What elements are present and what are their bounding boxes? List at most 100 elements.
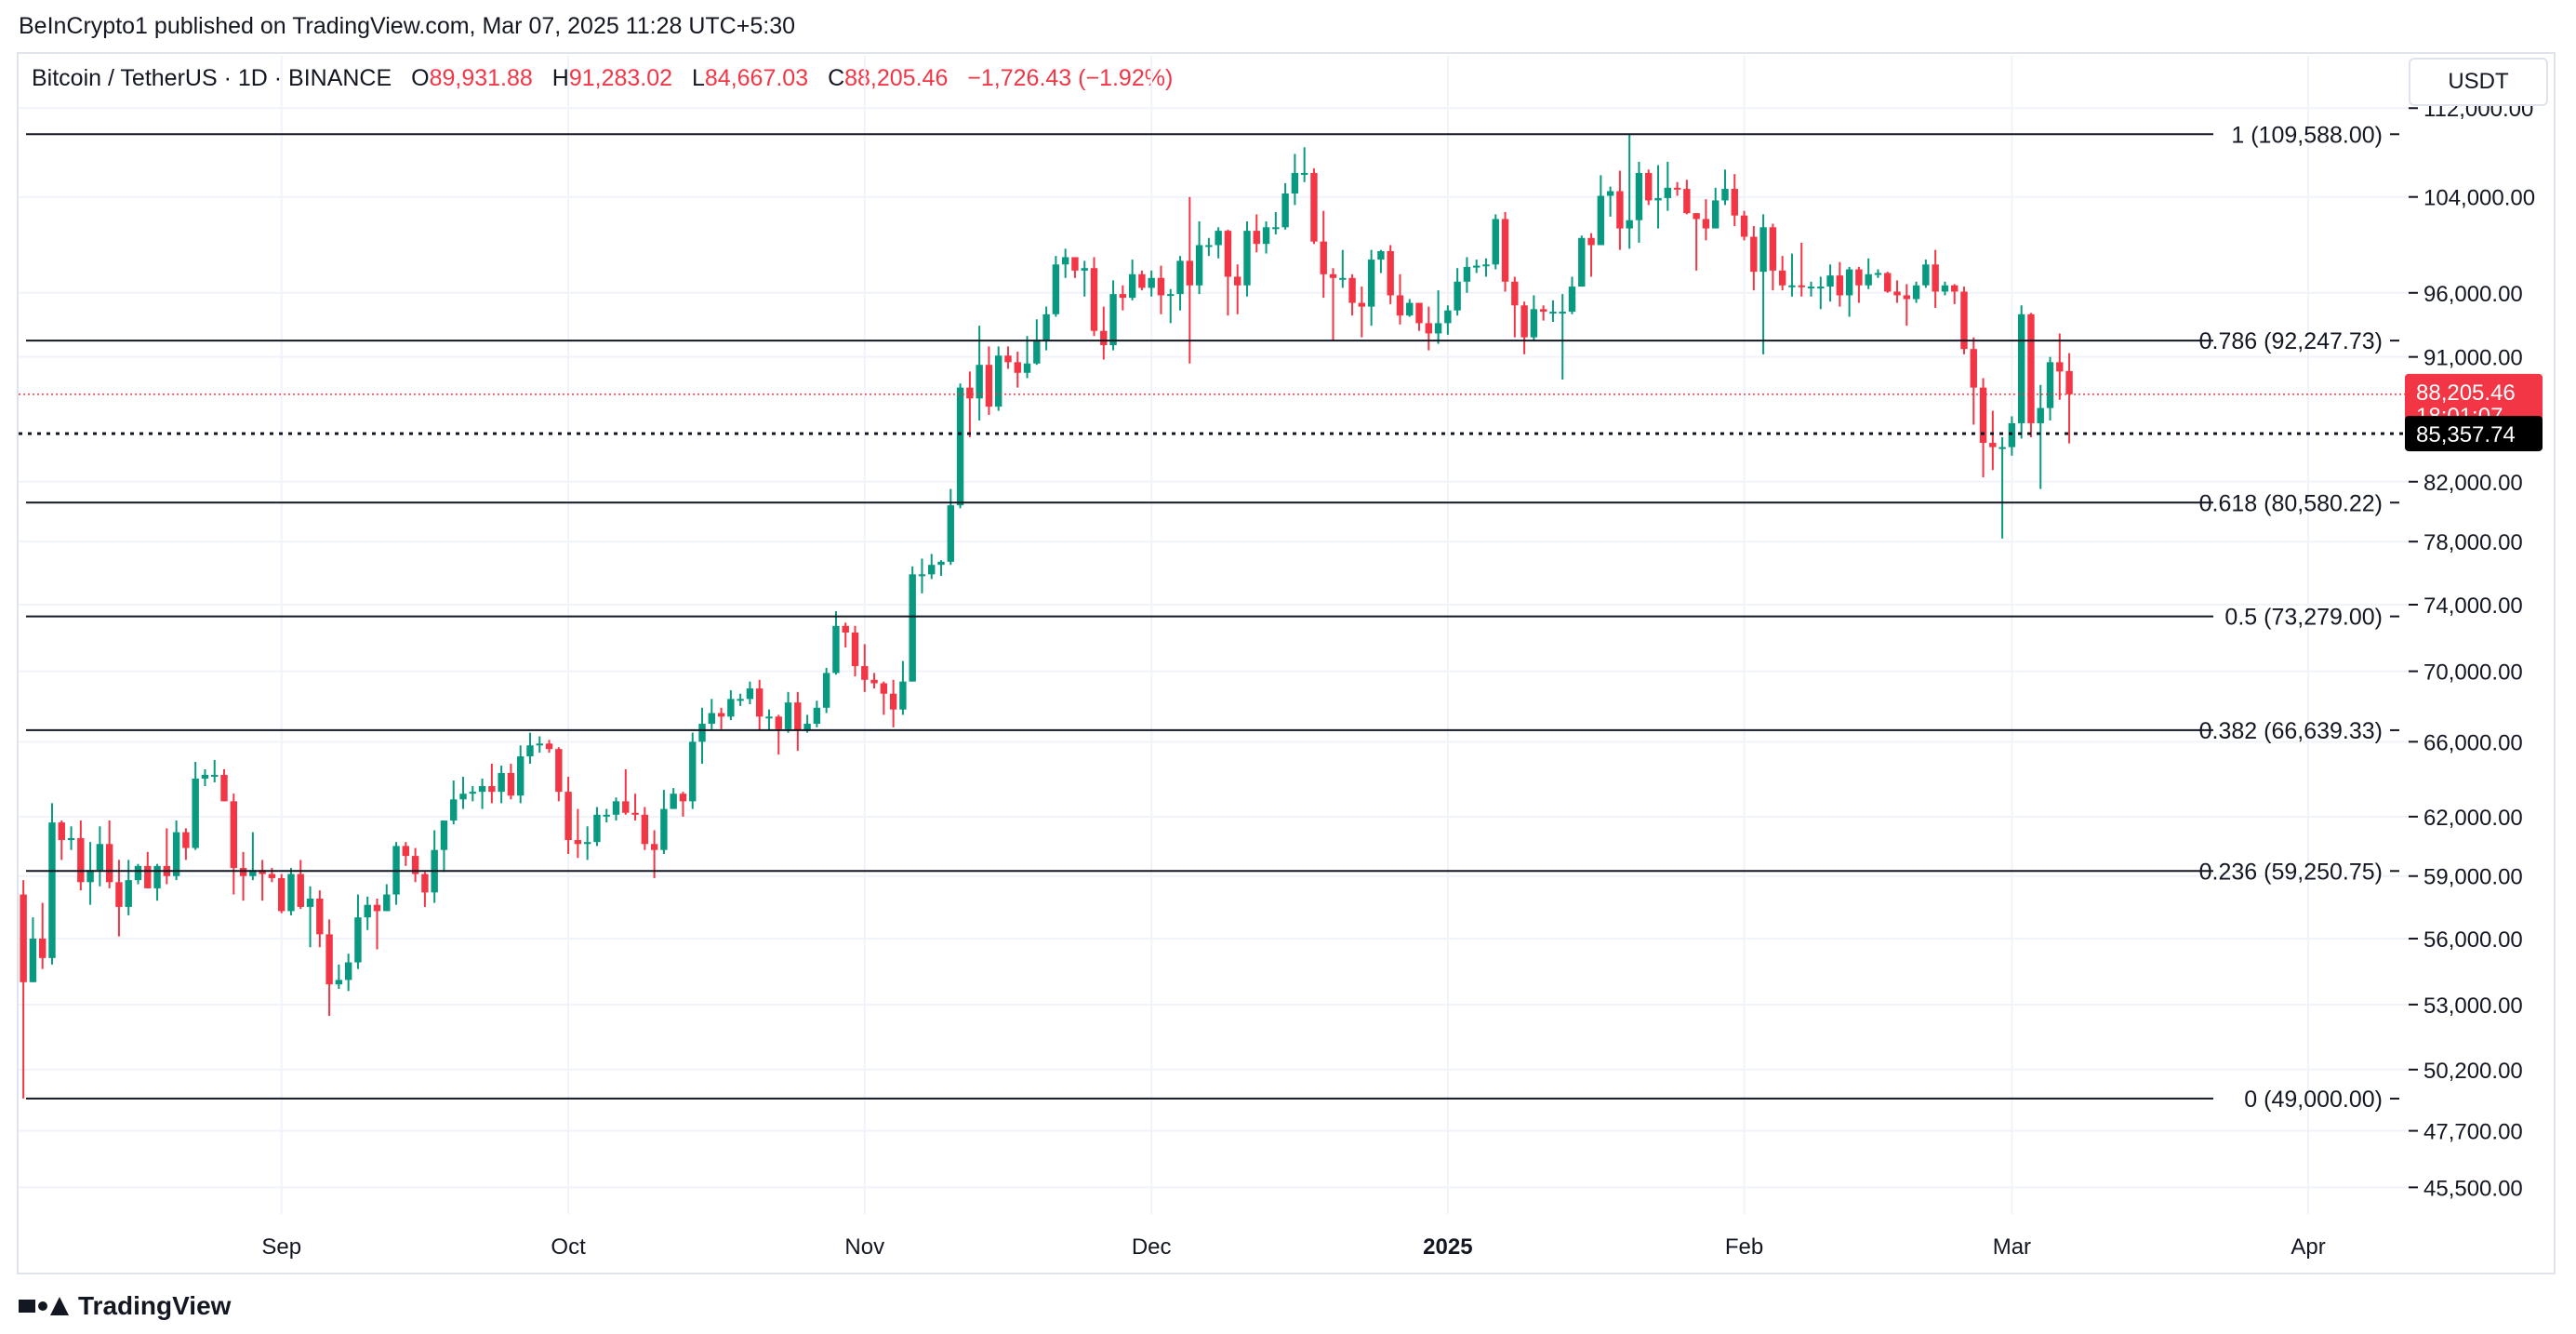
- crosshair-price-label: 85,357.74: [2416, 422, 2516, 447]
- candle-down: [1979, 387, 1987, 444]
- candle-up: [450, 799, 458, 821]
- candle-up: [516, 756, 524, 796]
- price-axis[interactable]: 112,000.00104,000.0096,000.0091,000.0082…: [2409, 97, 2535, 1201]
- candle-up: [593, 814, 601, 843]
- candle-up: [947, 505, 955, 562]
- candle-down: [1702, 219, 1710, 229]
- publisher-line: BeInCrypto1 published on TradingView.com…: [19, 13, 795, 39]
- candle-down: [1836, 275, 1844, 296]
- candle-down: [105, 844, 113, 883]
- candle-up: [956, 387, 964, 506]
- candle-down: [574, 840, 582, 845]
- candle-up: [1492, 219, 1499, 265]
- candle-down: [1740, 215, 1748, 237]
- tradingview-logo-icon: [19, 1297, 69, 1315]
- candle-down: [1233, 276, 1242, 286]
- candle-down: [1329, 273, 1337, 278]
- candle-down: [1950, 285, 1959, 292]
- tradingview-brand[interactable]: TradingView: [19, 1291, 231, 1321]
- candle-down: [2056, 362, 2064, 372]
- y-tick-label: 53,000.00: [2423, 994, 2523, 1019]
- candle-down: [564, 792, 572, 841]
- candle-up: [1711, 200, 1720, 229]
- candle-up: [201, 774, 209, 779]
- close-value: 88,205.46: [844, 65, 949, 91]
- candle-down: [421, 874, 429, 893]
- candle-down: [545, 743, 553, 750]
- candle-up: [1817, 287, 1825, 289]
- candle-down: [1731, 189, 1738, 216]
- candle-down: [1157, 277, 1165, 296]
- candle-down: [325, 934, 333, 985]
- time-axis[interactable]: Sep Oct Nov Dec 2025 Feb Mar Apr: [261, 1234, 2325, 1260]
- candle-down: [2065, 370, 2073, 394]
- candle-up: [1148, 277, 1155, 288]
- candle-up: [1377, 250, 1385, 260]
- y-tick-label: 45,500.00: [2423, 1176, 2523, 1201]
- candle-down: [144, 865, 152, 888]
- candle-down: [373, 904, 381, 912]
- candle-down: [1119, 294, 1127, 299]
- fib-label: 0.5 (73,279.00): [2224, 605, 2383, 631]
- candle-up: [1243, 231, 1251, 286]
- candle-down: [38, 938, 46, 958]
- candle-down: [555, 749, 563, 793]
- candle-up: [737, 699, 744, 701]
- candle-down: [1855, 269, 1863, 286]
- candle-up: [1291, 172, 1299, 193]
- candle-up: [1339, 277, 1347, 280]
- symbol-title[interactable]: Bitcoin / TetherUS · 1D · BINANCE: [32, 65, 392, 91]
- candle-down: [1893, 291, 1901, 296]
- candle-up: [1865, 273, 1872, 286]
- currency-button[interactable]: USDT: [2409, 58, 2548, 106]
- candle-up: [1061, 257, 1069, 265]
- fib-label: 0 (49,000.00): [2244, 1087, 2383, 1113]
- y-tick-label: 104,000.00: [2423, 186, 2535, 211]
- candle-up: [1195, 245, 1203, 286]
- candle-up: [1826, 275, 1834, 287]
- candle-down: [20, 894, 27, 982]
- candle-down: [1425, 323, 1433, 334]
- candle-up: [1606, 191, 1614, 196]
- candle-up: [134, 865, 142, 881]
- candle-up: [803, 723, 811, 731]
- price-tags: 88,205.4618:01:0785,357.74: [2405, 373, 2543, 452]
- candle-down: [842, 625, 849, 633]
- candle-down: [1090, 268, 1098, 331]
- candle-up: [1807, 287, 1815, 289]
- candle-up: [172, 832, 180, 876]
- candle-up: [660, 808, 668, 850]
- candle-up: [746, 688, 754, 700]
- candle-up: [909, 574, 916, 682]
- candle-down: [622, 801, 630, 813]
- fib-label: 0.618 (80,580.22): [2199, 490, 2383, 516]
- candle-up: [1052, 264, 1060, 314]
- candle-up: [335, 980, 343, 985]
- candle-up: [1272, 227, 1280, 230]
- candle-up: [1941, 285, 1949, 292]
- open-value: 89,931.88: [429, 65, 533, 91]
- candle-up: [1664, 187, 1672, 198]
- candle-down: [1778, 270, 1786, 286]
- candle-down: [794, 702, 802, 731]
- candle-down: [889, 693, 897, 710]
- grid: [19, 56, 2409, 1214]
- fib-label: 1 (109,588.00): [2231, 122, 2383, 148]
- close-key: C: [828, 65, 845, 91]
- candle-up: [1042, 313, 1050, 340]
- candle-up: [1635, 172, 1643, 220]
- candle-up: [96, 844, 104, 871]
- candle-down: [297, 874, 304, 907]
- candle-down: [1903, 295, 1911, 300]
- candle-down: [679, 794, 687, 802]
- candle-down: [268, 874, 276, 878]
- candle-up: [306, 898, 314, 907]
- candle-down: [1587, 237, 1595, 246]
- candle-down: [316, 898, 324, 935]
- low-value: 84,667.03: [704, 65, 809, 91]
- candle-up: [67, 837, 75, 841]
- candle-up: [354, 917, 362, 963]
- candle-down: [277, 877, 285, 912]
- candle-up: [1874, 273, 1882, 275]
